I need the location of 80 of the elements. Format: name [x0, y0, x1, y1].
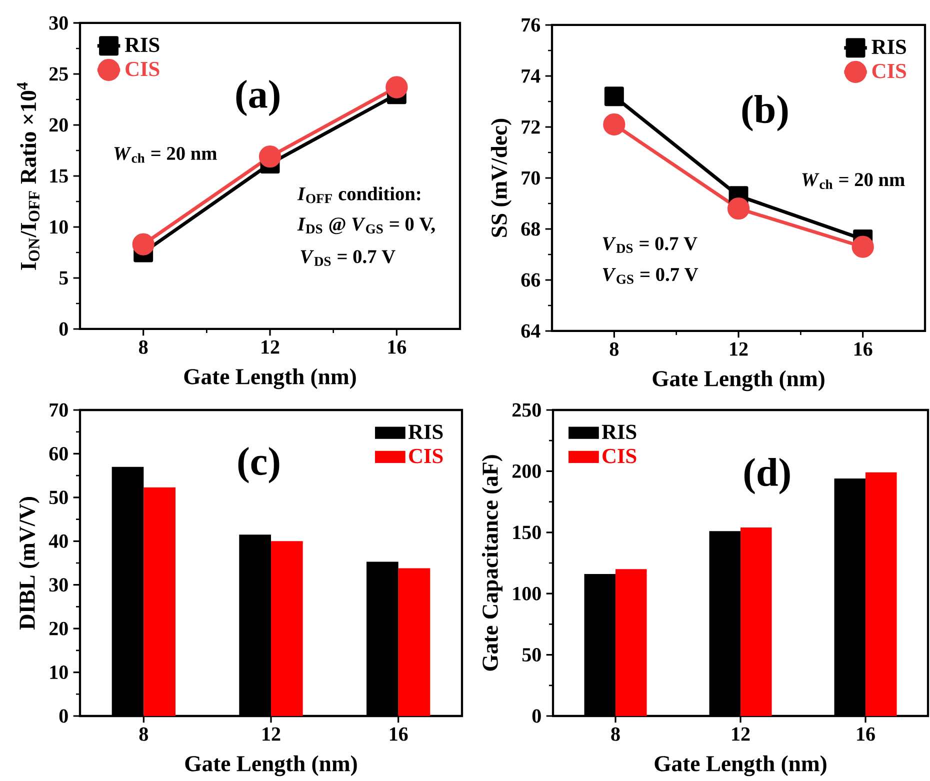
annotation: (c) [238, 446, 280, 484]
y-tick-label: 25 [49, 67, 68, 81]
y-tick-label: 50 [49, 490, 68, 504]
x-tick-label: 8 [139, 340, 148, 354]
x-tick-label: 16 [854, 342, 872, 356]
x-tick-label: 12 [262, 727, 280, 741]
bar [616, 569, 647, 716]
y-tick-label: 66 [521, 273, 540, 287]
legend-label: RIS [408, 424, 443, 440]
y-tick-label: 15 [50, 169, 68, 183]
x-tick-label: 12 [262, 340, 280, 354]
y-axis-title: SS (mV/dec) [490, 118, 512, 237]
annotation: W$_{ch}$ = 20 nm [802, 173, 905, 189]
y-tick-label: 50 [522, 648, 541, 662]
x-tick-label: 16 [857, 727, 875, 741]
point [603, 113, 626, 136]
y-tick-label: 68 [521, 222, 540, 236]
point [852, 236, 874, 258]
x-tick-label: 8 [610, 342, 619, 356]
point [386, 76, 408, 98]
annotation: V$_{DS}$ = 0.7 V [300, 250, 396, 266]
legend-label: RIS [602, 424, 636, 440]
y-axis-title: I$_{ON}$/I$_{OFF}$ Ratio ×10$^{4}$ [17, 82, 40, 270]
x-axis-title: Gate Length (nm) [654, 755, 826, 776]
x-axis-title: Gate Length (nm) [652, 370, 824, 392]
annotation: V$_{GS}$ = 0.7 V [602, 268, 698, 284]
y-tick-label: 70 [50, 403, 68, 417]
y-tick-label: 0 [59, 322, 68, 336]
y-tick-label: 30 [49, 16, 68, 30]
legend-label: CIS [602, 448, 636, 464]
y-tick-label: 64 [521, 324, 540, 338]
bar [144, 487, 176, 716]
legend-label: RIS [872, 40, 906, 54]
y-tick-label: 74 [522, 69, 540, 83]
x-axis-title: Gate Length (nm) [184, 368, 356, 390]
annotation: I$_{DS}$ @ V$_{GS}$ = 0 V, [297, 218, 435, 234]
y-tick-label: 72 [522, 120, 540, 134]
y-tick-label: 20 [49, 118, 68, 132]
y-tick-label: 0 [532, 709, 541, 723]
point [258, 146, 282, 168]
x-tick-label: 16 [390, 727, 408, 741]
y-tick-label: 76 [522, 18, 540, 32]
annotation: (b) [742, 94, 788, 132]
point [727, 198, 750, 220]
bar [740, 528, 772, 716]
x-tick-label: 12 [732, 727, 750, 741]
annotation: (d) [744, 458, 790, 494]
y-axis-title: Gate Capacitance (aF) [482, 455, 502, 671]
y-tick-label: 250 [512, 403, 541, 417]
legend-label: CIS [872, 64, 906, 78]
legend-label: CIS [409, 448, 443, 464]
x-tick-label: 8 [139, 727, 148, 741]
y-tick-label: 10 [50, 220, 68, 234]
annotation: (a) [236, 80, 280, 116]
bar [866, 472, 897, 716]
y-tick-label: 200 [512, 464, 541, 478]
point [604, 86, 624, 106]
x-tick-label: 12 [730, 342, 748, 356]
y-tick-label: 30 [49, 578, 68, 592]
y-axis-title: DIBL (mV/V) [18, 496, 40, 630]
y-tick-label: 0 [59, 709, 68, 723]
annotation: I$_{OFF}$ condition: [297, 186, 420, 204]
y-tick-label: 5 [59, 271, 68, 285]
legend-label: RIS [124, 38, 160, 52]
y-tick-label: 60 [49, 446, 68, 460]
point [132, 233, 154, 256]
x-tick-label: 16 [388, 340, 406, 354]
y-tick-label: 20 [49, 622, 68, 636]
x-tick-label: 8 [611, 727, 620, 741]
legend-label: CIS [126, 62, 160, 76]
y-tick-label: 150 [513, 526, 541, 540]
y-tick-label: 10 [50, 666, 68, 680]
annotation: W$_{ch}$ = 20 nm [114, 146, 217, 163]
y-tick-label: 100 [513, 586, 541, 600]
y-tick-label: 70 [522, 171, 540, 185]
x-axis-title: Gate Length (nm) [185, 755, 357, 776]
bar [271, 541, 303, 716]
bar [398, 568, 430, 716]
y-tick-label: 40 [48, 534, 68, 548]
annotation: V$_{DS}$ = 0.7 V [602, 237, 698, 253]
